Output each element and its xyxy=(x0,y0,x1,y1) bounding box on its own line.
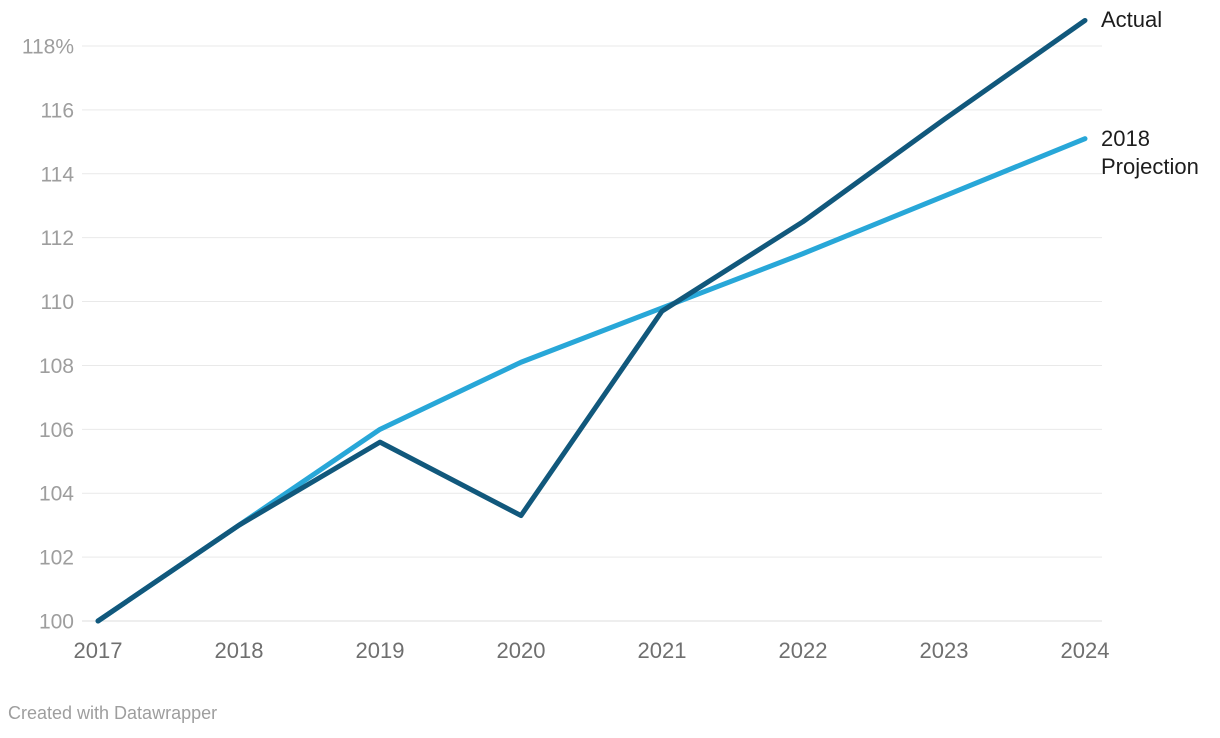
series-label-actual: Actual xyxy=(1101,7,1163,33)
y-axis-tick-label: 110 xyxy=(41,291,74,314)
x-axis-tick-label: 2019 xyxy=(356,638,405,663)
x-axis-tick-label: 2017 xyxy=(74,638,123,663)
y-axis-tick-label: 116 xyxy=(41,99,74,122)
series-label-2018-projection: 2018 Projection xyxy=(1101,125,1199,179)
y-axis-tick-label: 102 xyxy=(39,547,74,570)
y-axis-tick-label: 108 xyxy=(39,355,74,378)
x-axis-tick-label: 2023 xyxy=(920,638,969,663)
y-axis-tick-label: 114 xyxy=(41,163,75,186)
y-axis-tick-label: 118% xyxy=(22,36,74,59)
attribution-link[interactable]: Created with Datawrapper xyxy=(8,703,218,723)
y-axis-tick-label: 104 xyxy=(39,483,74,506)
y-axis-tick-label: 106 xyxy=(39,419,74,442)
x-axis-tick-label: 2022 xyxy=(779,638,828,663)
line-actual xyxy=(95,17,1088,624)
line-2018-projection xyxy=(95,136,1088,624)
x-axis-tick-label: 2021 xyxy=(638,638,687,663)
y-axis-tick-label: 112 xyxy=(41,227,74,250)
y-axis-tick-label: 100 xyxy=(39,611,74,634)
x-axis-tick-label: 2024 xyxy=(1061,638,1110,663)
x-axis-tick-label: 2020 xyxy=(497,638,546,663)
x-axis-tick-label: 2018 xyxy=(215,638,264,663)
